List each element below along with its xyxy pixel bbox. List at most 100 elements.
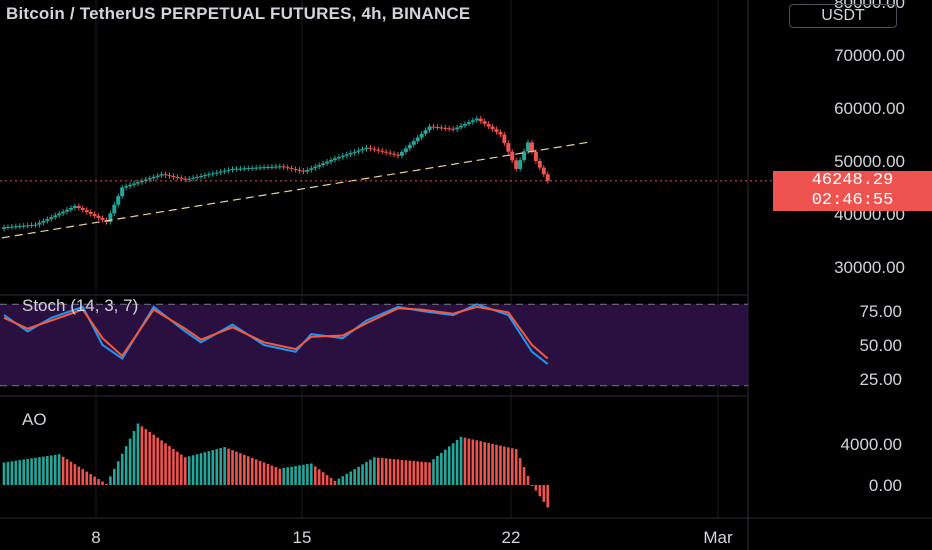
ao-bar xyxy=(475,440,479,485)
ao-bar xyxy=(258,460,262,485)
candle-body xyxy=(329,160,334,162)
candle-body xyxy=(250,167,255,169)
ao-bar xyxy=(223,447,226,485)
candle-body xyxy=(17,225,22,227)
candle-body xyxy=(29,224,34,226)
candle-body xyxy=(226,169,231,171)
ao-bar xyxy=(499,445,502,485)
candle-body xyxy=(163,174,168,176)
time-axis-label: 15 xyxy=(293,528,312,547)
ao-bar xyxy=(14,460,18,485)
ao-bar xyxy=(215,449,219,485)
candle-body xyxy=(143,179,148,181)
ao-bar xyxy=(487,442,490,485)
candle-body xyxy=(403,148,408,153)
ao-bar xyxy=(250,457,254,485)
candle-body xyxy=(175,176,180,178)
ao-bar xyxy=(183,457,187,485)
candle-body xyxy=(470,120,475,123)
candle-body xyxy=(128,184,133,187)
ao-bar xyxy=(49,455,53,485)
currency-button[interactable]: USDT xyxy=(789,4,897,28)
stoch-indicator-label[interactable]: Stoch (14, 3, 7) xyxy=(22,296,139,315)
ao-bar xyxy=(144,429,148,485)
candle-body xyxy=(199,176,203,178)
ao-bar xyxy=(357,466,360,485)
candle-body xyxy=(317,164,322,167)
candle-body xyxy=(206,174,211,176)
ao-bar xyxy=(373,457,376,485)
candle-body xyxy=(313,166,318,169)
candle-body xyxy=(506,143,511,152)
ao-bar xyxy=(380,458,384,485)
candle-body xyxy=(321,163,326,165)
candle-body xyxy=(57,213,62,216)
candle-body xyxy=(265,166,270,168)
candle-body xyxy=(514,160,519,169)
ao-bar xyxy=(116,461,120,485)
ao-bar xyxy=(231,450,234,485)
ao-bar xyxy=(136,423,140,485)
ao-bar xyxy=(361,464,364,485)
stoch-axis-label: 25.00 xyxy=(859,370,902,389)
candle-body xyxy=(135,182,140,184)
candle-body xyxy=(277,166,282,168)
candle-body xyxy=(526,142,531,152)
ao-bar xyxy=(26,458,29,485)
candle-body xyxy=(80,208,85,211)
candle-body xyxy=(380,150,385,152)
ao-bar xyxy=(160,440,163,485)
candle-body xyxy=(360,149,365,151)
candle-body xyxy=(439,127,444,129)
candle-body xyxy=(108,213,113,222)
candle-body xyxy=(431,126,436,128)
ao-bar xyxy=(270,465,274,485)
ao-bar xyxy=(365,462,368,485)
ao-bar xyxy=(471,439,475,485)
candle-body xyxy=(202,175,207,177)
candle-body xyxy=(45,219,50,221)
candle-body xyxy=(5,226,10,228)
candle-body xyxy=(25,225,30,227)
bar-countdown-badge: 02:46:55 xyxy=(773,191,932,211)
candle-body xyxy=(462,123,467,126)
ao-bar xyxy=(89,474,92,485)
ao-bar xyxy=(120,453,124,485)
ao-bar xyxy=(392,459,396,485)
candle-body xyxy=(388,152,393,154)
candle-body xyxy=(356,150,361,152)
ao-bar xyxy=(349,471,353,485)
ao-bar xyxy=(329,477,333,485)
candle-body xyxy=(392,153,397,155)
candle-body xyxy=(96,215,101,218)
candle-body xyxy=(65,209,70,212)
candle-body xyxy=(2,227,6,229)
candle-body xyxy=(364,147,369,150)
ao-bar xyxy=(369,459,372,485)
ao-bar xyxy=(42,456,45,485)
ao-bar xyxy=(455,440,459,485)
candle-body xyxy=(297,169,302,171)
ao-bar xyxy=(10,461,14,485)
ao-indicator-label[interactable]: AO xyxy=(22,410,47,429)
price-axis-label: 30000.00 xyxy=(834,258,905,277)
ao-bar xyxy=(207,451,211,485)
candle-body xyxy=(68,207,73,210)
candle-body xyxy=(124,186,129,188)
symbol-title: Bitcoin / TetherUS PERPETUAL FUTURES, 4h… xyxy=(6,4,471,23)
ao-bar xyxy=(412,460,416,485)
ao-bar xyxy=(140,426,144,485)
candle-body xyxy=(262,167,267,169)
candle-body xyxy=(147,178,152,180)
candle-body xyxy=(289,168,294,170)
candle-body xyxy=(451,128,456,130)
ao-bar xyxy=(546,485,550,508)
ao-bar xyxy=(195,454,199,485)
candle-body xyxy=(218,171,223,173)
candle-body xyxy=(171,176,176,178)
candle-body xyxy=(159,174,164,176)
candle-body xyxy=(167,175,172,177)
ao-bar xyxy=(227,448,230,485)
ao-bar xyxy=(310,463,313,485)
